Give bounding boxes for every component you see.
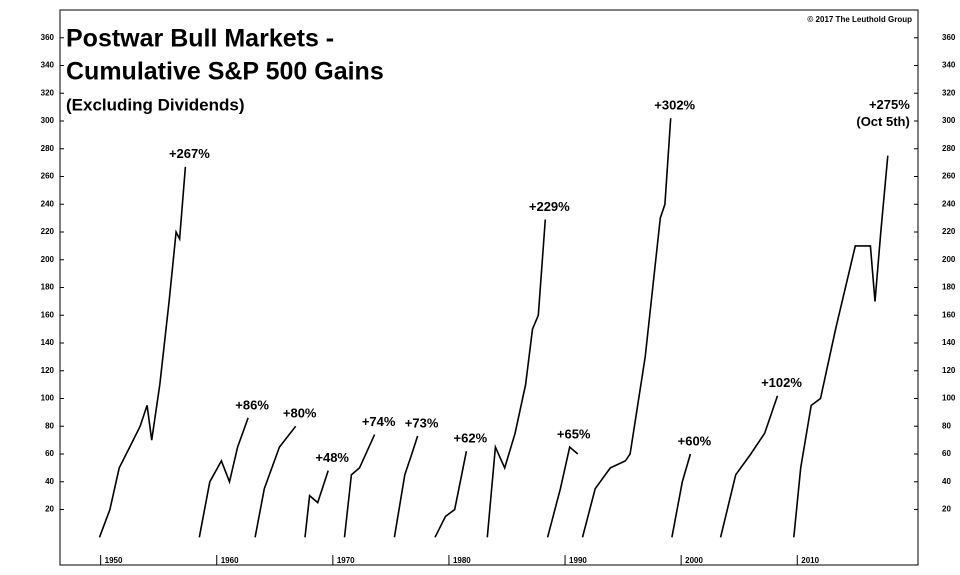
market-line	[793, 155, 889, 538]
y-tick-label: 160	[41, 310, 55, 319]
y2-tick-label: 160	[942, 310, 956, 319]
y2-tick-label: 180	[942, 283, 956, 292]
gain-note: (Oct 5th)	[856, 114, 909, 129]
source: © 2017 The Leuthold Group	[807, 15, 912, 24]
y-tick-label: 220	[41, 227, 55, 236]
x-tick-label: 1950	[105, 556, 123, 565]
x-tick-label: 1960	[221, 556, 239, 565]
x-tick-label: 1980	[453, 556, 471, 565]
y2-tick-label: 20	[942, 505, 951, 514]
y-tick-label: 140	[41, 338, 55, 347]
market-line	[198, 417, 249, 538]
y-tick-label: 100	[41, 394, 55, 403]
gain-label: +48%	[315, 450, 349, 465]
market-line	[254, 425, 297, 538]
market-line	[304, 470, 329, 538]
plot-frame	[59, 9, 919, 566]
market-line	[434, 451, 468, 538]
y-tick-label: 320	[41, 88, 55, 97]
y-tick-label: 40	[45, 477, 54, 486]
y2-tick-label: 340	[942, 61, 956, 70]
y-tick-label: 280	[41, 144, 55, 153]
gain-label: +267%	[169, 146, 210, 161]
gain-label: +86%	[235, 397, 269, 412]
market-line	[546, 445, 579, 538]
y2-tick-label: 140	[942, 338, 956, 347]
market-line	[671, 453, 692, 538]
chart-subtitle: Cumulative S&P 500 Gains	[66, 58, 384, 86]
market-line	[581, 118, 672, 538]
gain-label: +229%	[529, 199, 570, 214]
y2-tick-label: 200	[942, 255, 956, 264]
gain-label: +80%	[283, 406, 317, 421]
market-line	[393, 435, 419, 538]
chart-title: Postwar Bull Markets -	[66, 25, 334, 53]
gain-label: +65%	[557, 427, 591, 442]
y-tick-label: 300	[41, 116, 55, 125]
market-line	[719, 395, 779, 538]
y2-tick-label: 320	[942, 88, 956, 97]
y2-tick-label: 80	[942, 421, 951, 430]
y-tick-label: 60	[45, 449, 54, 458]
market-line	[486, 219, 547, 538]
gain-label: +60%	[678, 433, 712, 448]
y-tick-label: 120	[41, 366, 55, 375]
y-tick-label: 180	[41, 283, 55, 292]
y-tick-label: 360	[41, 33, 55, 42]
y2-tick-label: 360	[942, 33, 956, 42]
y2-tick-label: 40	[942, 477, 951, 486]
market-line	[343, 434, 376, 538]
y2-tick-label: 260	[942, 172, 956, 181]
x-tick-label: 1970	[337, 556, 355, 565]
y2-tick-label: 280	[942, 144, 956, 153]
y2-tick-label: 120	[942, 366, 956, 375]
x-tick-label: 2000	[685, 556, 703, 565]
y-tick-label: 340	[41, 61, 55, 70]
y2-tick-label: 220	[942, 227, 956, 236]
y2-tick-label: 240	[942, 199, 956, 208]
y-tick-label: 240	[41, 199, 55, 208]
y-tick-label: 200	[41, 255, 55, 264]
x-tick-label: 1990	[569, 556, 587, 565]
gain-label: +73%	[405, 415, 439, 430]
gain-label: +62%	[454, 431, 488, 446]
gain-label: +302%	[654, 98, 695, 113]
gain-label: +102%	[761, 375, 802, 390]
y-tick-label: 80	[45, 421, 54, 430]
x-tick-label: 2010	[801, 556, 819, 565]
market-line	[98, 166, 187, 538]
y2-tick-label: 100	[942, 394, 956, 403]
chart-note: (Excluding Dividends)	[66, 95, 245, 114]
y-tick-label: 260	[41, 172, 55, 181]
y2-tick-label: 300	[942, 116, 956, 125]
y2-tick-label: 60	[942, 449, 951, 458]
y-tick-label: 20	[45, 505, 54, 514]
gain-label: +275%	[869, 97, 910, 112]
gain-label: +74%	[362, 414, 396, 429]
